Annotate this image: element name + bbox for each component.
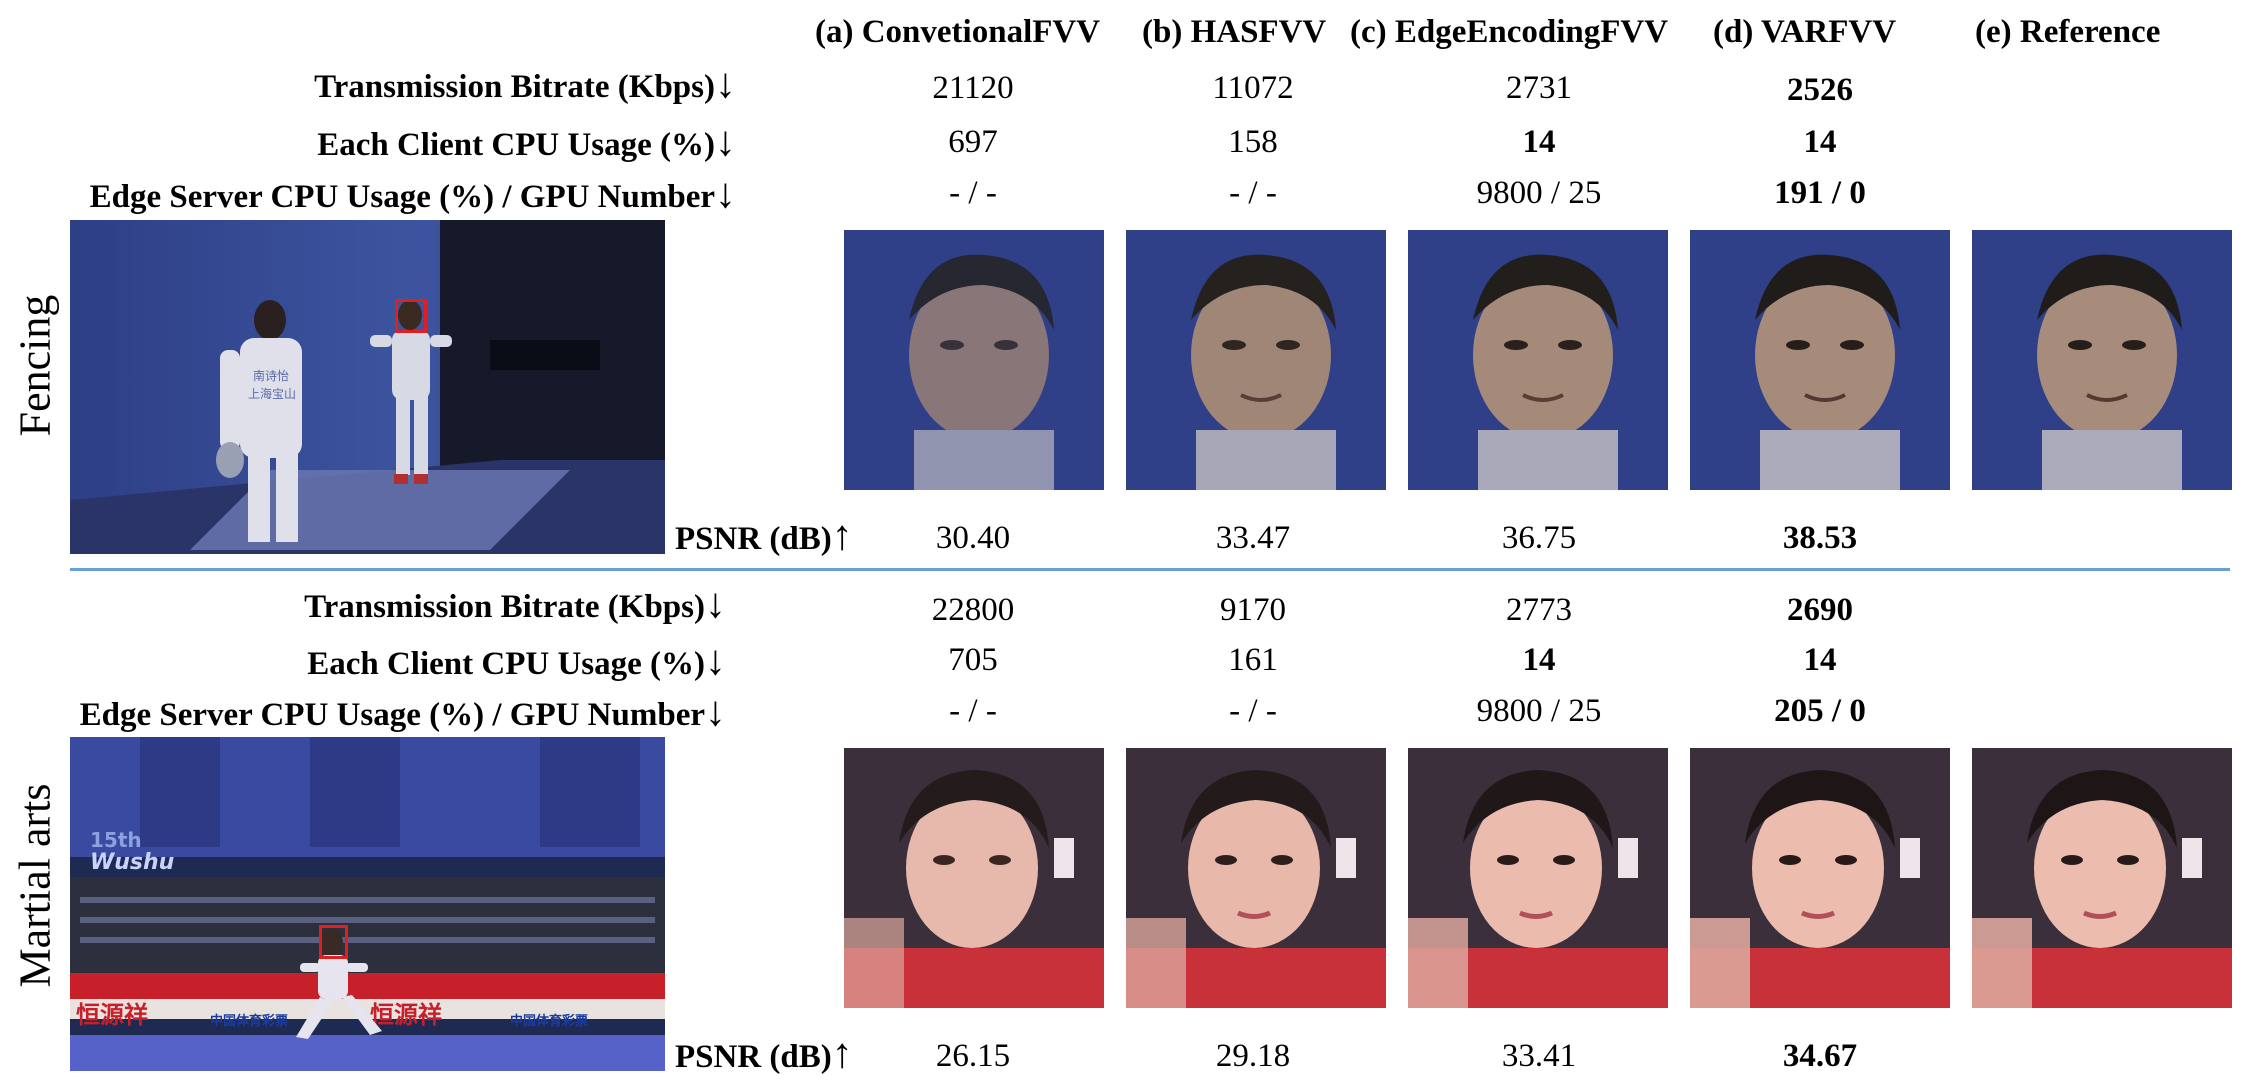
fencing-psnr-d: 38.53: [1782, 520, 1858, 556]
martial-crop-e: [1972, 748, 2232, 1008]
fencing-psnr-b: 33.47: [1215, 520, 1291, 556]
martial-edge-d: 205 / 0: [1774, 693, 1866, 729]
fencing-psnr-c: 36.75: [1501, 520, 1577, 556]
down-arrow-icon: ↓: [705, 638, 726, 684]
martial-crop-c: [1408, 748, 1668, 1008]
martial-bitrate-a: 22800: [931, 592, 1015, 628]
banner-brand-2: 中国体育彩票: [210, 1013, 288, 1029]
banner-brand-4: 中国体育彩票: [510, 1013, 588, 1029]
fencing-crop-e: [1972, 230, 2232, 490]
fencing-edge-c: 9800 / 25: [1476, 175, 1602, 211]
martial-bitrate-b: 9170: [1220, 592, 1286, 628]
fencing-side-label: Fencing: [10, 294, 60, 437]
martial-scene-image: 15th Wushu 恒源祥 中国体育彩票 恒源祥 中国体育彩票: [70, 737, 665, 1071]
down-arrow-icon: ↓: [705, 581, 726, 627]
fencing-edge-label: Edge Server CPU Usage (%) / GPU Number↓: [89, 171, 736, 217]
martial-client-cpu-b: 161: [1228, 642, 1278, 678]
fencing-psnr-label: PSNR (dB)↑: [675, 513, 853, 559]
martial-client-cpu-c: 14: [1522, 642, 1556, 678]
fencing-bitrate-label: Transmission Bitrate (Kbps)↓: [314, 61, 736, 107]
banner-brand-3: 恒源祥: [370, 1001, 442, 1029]
martial-bitrate-label: Transmission Bitrate (Kbps)↓: [304, 581, 726, 627]
fencing-bitrate-c: 2731: [1506, 70, 1572, 106]
fencing-bitrate-b: 11072: [1212, 70, 1294, 106]
fencing-bitrate-d: 2526: [1787, 72, 1853, 108]
fencing-crop-b: [1126, 230, 1386, 490]
fencing-edge-a: - / -: [949, 175, 997, 211]
martial-edge-a: - / -: [949, 693, 997, 729]
martial-edge-c: 9800 / 25: [1476, 693, 1602, 729]
down-arrow-icon: ↓: [715, 171, 736, 217]
down-arrow-icon: ↓: [715, 119, 736, 165]
fencing-edge-d: 191 / 0: [1774, 175, 1866, 211]
fencing-highlight-box: [395, 299, 427, 333]
martial-crop-a: [844, 748, 1104, 1008]
martial-psnr-b: 29.18: [1215, 1038, 1291, 1074]
column-header-d: (d) VARFVV: [1713, 14, 1897, 50]
wushu-logo-text-1: 15th: [90, 828, 142, 852]
column-header-b: (b) HASFVV: [1142, 14, 1327, 50]
column-header-c: (c) EdgeEncodingFVV: [1350, 14, 1669, 50]
fencing-shirt-text-1: 南诗怡: [253, 368, 289, 383]
martial-side-label: Martial arts: [10, 783, 60, 988]
wushu-logo-text-2: Wushu: [90, 850, 174, 875]
martial-psnr-d: 34.67: [1782, 1038, 1858, 1074]
down-arrow-icon: ↓: [705, 689, 726, 735]
martial-psnr-label: PSNR (dB)↑: [675, 1031, 853, 1077]
down-arrow-icon: ↓: [715, 61, 736, 107]
martial-highlight-box: [319, 925, 348, 959]
fencing-client-cpu-a: 697: [948, 124, 998, 160]
fencing-crop-a: [844, 230, 1104, 490]
fencing-shirt-text-2: 上海宝山: [248, 386, 296, 401]
fencing-crop-d: [1690, 230, 1950, 490]
fencing-bitrate-a: 21120: [932, 70, 1014, 106]
up-arrow-icon: ↑: [831, 513, 853, 559]
martial-psnr-c: 33.41: [1501, 1038, 1577, 1074]
fencing-edge-b: - / -: [1229, 175, 1277, 211]
martial-client-cpu-label: Each Client CPU Usage (%)↓: [307, 638, 726, 684]
banner-brand-1: 恒源祥: [76, 1001, 148, 1029]
fencing-crop-c: [1408, 230, 1668, 490]
martial-edge-b: - / -: [1229, 693, 1277, 729]
martial-psnr-a: 26.15: [935, 1038, 1011, 1074]
martial-edge-label: Edge Server CPU Usage (%) / GPU Number↓: [79, 689, 726, 735]
fencing-psnr-a: 30.40: [935, 520, 1011, 556]
column-header-e: (e) Reference: [1975, 14, 2161, 50]
fencing-client-cpu-c: 14: [1522, 124, 1556, 160]
section-divider: [70, 568, 2230, 571]
martial-client-cpu-d: 14: [1803, 642, 1837, 678]
martial-bitrate-d: 2690: [1787, 592, 1853, 628]
martial-client-cpu-a: 705: [948, 642, 998, 678]
fencing-scene-image: 南诗怡 上海宝山: [70, 220, 665, 554]
fencing-client-cpu-d: 14: [1803, 124, 1837, 160]
fencing-client-cpu-b: 158: [1228, 124, 1278, 160]
fencing-client-cpu-label: Each Client CPU Usage (%)↓: [317, 119, 736, 165]
column-header-a: (a) ConvetionalFVV: [815, 14, 1101, 50]
up-arrow-icon: ↑: [831, 1031, 853, 1077]
martial-crop-d: [1690, 748, 1950, 1008]
martial-bitrate-c: 2773: [1506, 592, 1572, 628]
martial-crop-b: [1126, 748, 1386, 1008]
